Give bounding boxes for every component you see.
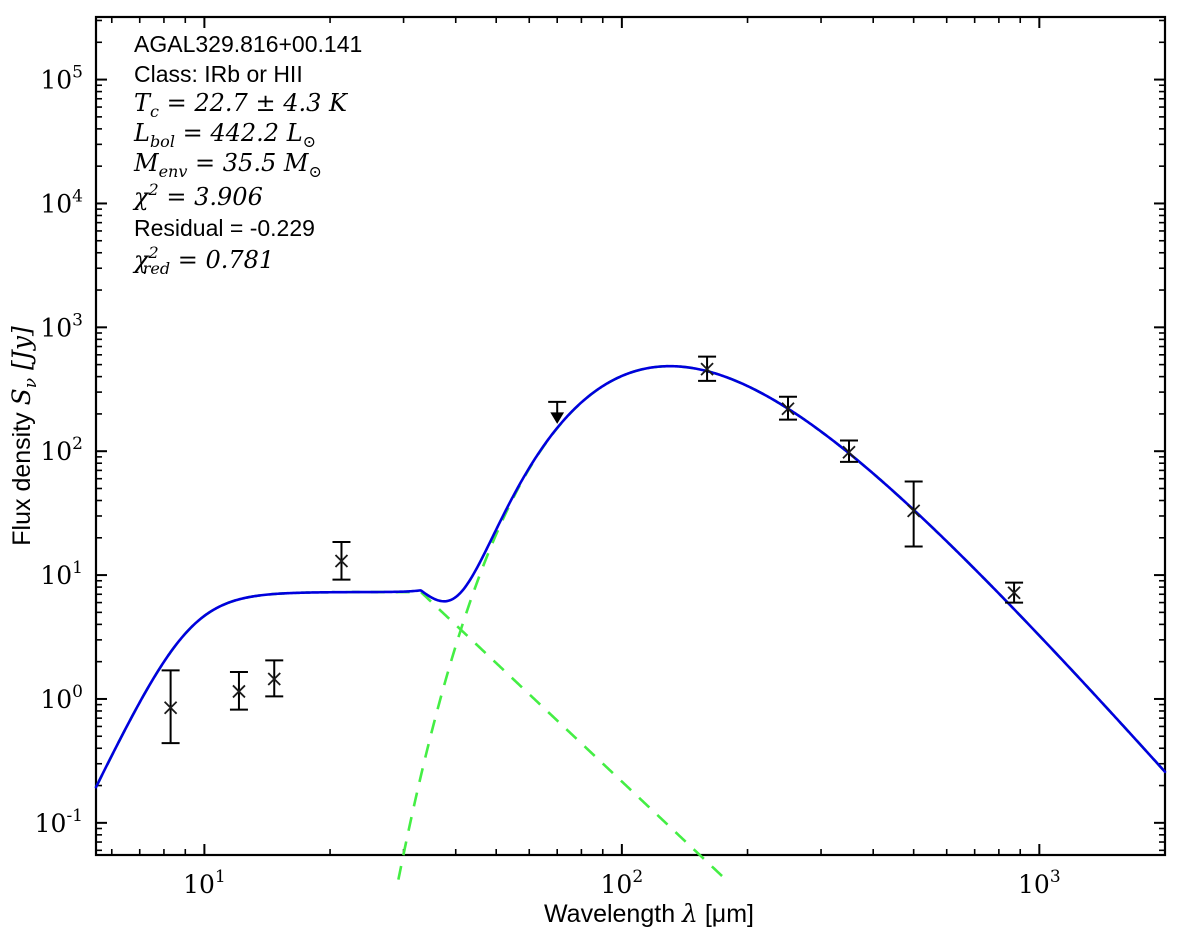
y-tick-label: 10-1 [35,806,83,838]
x-axis-label-unit: [μm] [698,900,754,928]
y-tick-label: 102 [40,434,83,466]
data-point [161,669,180,745]
x-tick-label: 103 [1018,867,1061,899]
photometry-points [161,355,1024,745]
upper-limit-point [548,400,567,424]
chi-squared-label: χ2 = 3.906 [132,180,263,211]
hot-component-curve [94,590,730,883]
y-tick-label: 104 [40,186,83,218]
x-axis-tick-labels: 101 102 103 [183,867,1061,899]
total-fit-curve [94,364,1167,789]
x-marker-icon [781,402,795,416]
y-axis-label-symbol: S [7,388,36,405]
y-axis-label: Flux density Sν [Jy] [7,326,41,546]
x-tick-label: 101 [183,867,226,899]
data-point [698,355,717,382]
y-tick-label: 103 [40,310,83,342]
y-tick-label: 105 [40,63,83,95]
luminosity-label: Lbol = 442.2 L⊙ [133,119,316,151]
mass-label: Menv = 35.5 M⊙ [133,149,322,181]
x-tick-label: 102 [601,867,644,899]
residual-label: Residual = -0.229 [134,215,315,241]
data-point [904,480,923,548]
svg-text:Wavelength λ [μm]: Wavelength λ [μm] [544,899,754,928]
x-marker-icon [907,504,921,518]
x-marker-icon [700,362,714,376]
y-axis-label-subscript: ν [21,378,41,388]
y-tick-label: 100 [40,682,83,714]
data-point [229,671,248,711]
x-axis-label: Wavelength λ [μm] [544,899,754,928]
y-tick-label: 101 [40,558,83,590]
source-name-label: AGAL329.816+00.141 [134,31,362,57]
x-axis-label-text: Wavelength [544,900,682,928]
data-point [839,439,858,463]
annotation-block: AGAL329.816+00.141 Class: IRb or HII Tc … [132,31,362,278]
source-class-label: Class: IRb or HII [134,61,303,87]
y-axis-tick-labels: 10-1 100 101 102 103 104 105 [35,63,83,838]
svg-text:Flux density Sν [Jy]: Flux density Sν [Jy] [7,326,41,546]
y-axis-label-unit: [Jy] [7,326,36,378]
x-marker-icon [232,684,246,699]
data-point [332,540,351,581]
x-marker-icon [267,672,281,686]
plot-frame [94,15,1167,857]
x-axis-label-lambda: λ [681,899,698,928]
x-marker-icon [1007,586,1021,600]
cold-component-curve [397,364,1166,880]
y-axis-ticks [96,19,1165,852]
chi-squared-reduced-label: χ2 red = 0.781 [132,243,274,278]
x-marker-icon [842,445,856,459]
data-point [1005,581,1024,604]
x-marker-icon [334,554,349,568]
x-marker-icon [163,701,178,715]
temperature-label: Tc = 22.7 ± 4.3 K [134,89,349,121]
data-point [265,659,284,698]
down-arrow-icon [550,412,565,424]
data-point [778,395,797,421]
y-axis-label-text: Flux density [8,405,36,545]
